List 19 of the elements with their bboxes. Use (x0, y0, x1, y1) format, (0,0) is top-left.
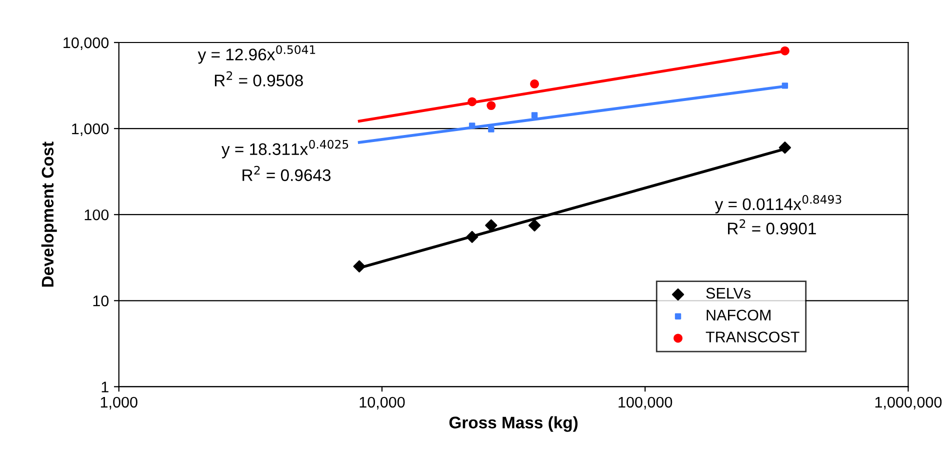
x-tick-label: 100,000 (618, 396, 672, 410)
x-axis-title: Gross Mass (kg) (449, 416, 578, 432)
annotation: R$^{2}$ = 0.9901 (728, 219, 816, 234)
legend-label: TRANSCOST (706, 332, 800, 342)
y-tick-label: 1,000 (72, 123, 109, 136)
annotation: y = 18.311x$^{0.4025}$ (222, 140, 348, 158)
annotation: y = 0.0114x$^{0.8493}$ (714, 194, 842, 214)
y-tick-label: 10 (93, 296, 109, 306)
y-tick-label: 1 (102, 382, 108, 392)
x-tick-label: 1,000,000 (875, 396, 942, 410)
y-tick-label: 10,000 (64, 37, 109, 50)
annotation: R$^{2}$ = 0.9508 (214, 71, 303, 86)
legend-label: SELVs (706, 288, 751, 299)
legend-label: NAFCOM (706, 310, 770, 321)
annotation: y = 12.96x$^{0.5041}$ (198, 45, 316, 64)
x-tick-label: 10,000 (360, 396, 405, 410)
y-axis-title: Development Cost (41, 142, 57, 287)
annotation: R$^{2}$ = 0.9643 (242, 166, 331, 182)
y-tick-label: 100 (84, 209, 109, 220)
